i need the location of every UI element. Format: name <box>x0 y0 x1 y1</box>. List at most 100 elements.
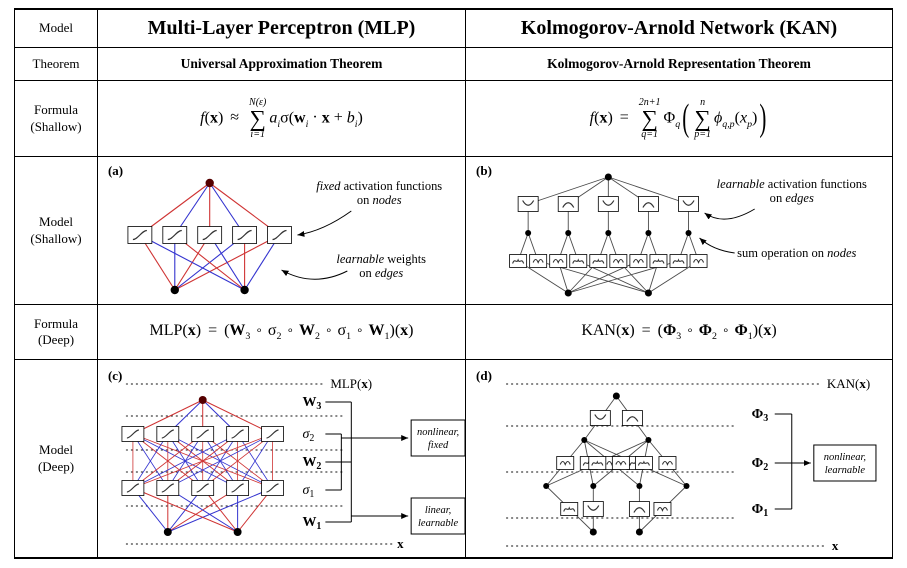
big-paren: ( <box>682 96 690 140</box>
mlp-title-text: Multi-Layer Perceptron (MLP) <box>147 17 416 39</box>
arrow-to-nodes <box>297 210 352 237</box>
math-token: W <box>229 321 246 339</box>
math-token: Φ <box>663 321 677 339</box>
math-token: f <box>589 109 595 127</box>
math-token: w <box>294 109 306 127</box>
math-sub: 2 <box>712 331 717 343</box>
math-token: x <box>400 321 409 339</box>
math-token: ( <box>182 321 188 339</box>
kan-input-label: x <box>832 538 839 553</box>
math-token: ∘ <box>286 322 294 337</box>
math-token: ∘ <box>721 322 730 337</box>
math-token: f <box>200 109 205 127</box>
mlp-shallow-formula: f(x) ≈ N(ε) ∑ i=1 aiσ(wi · x + bi) <box>200 97 363 141</box>
kan-deep-formula-cell: KAN(x) = (Φ3 ∘ Φ2 ∘ Φ1)(x) <box>466 305 892 360</box>
math-sub: 3 <box>245 331 251 343</box>
math-sub: q <box>675 118 681 130</box>
row-label-model-deep: Model (Deep) <box>15 360 98 557</box>
mlp-shallow-network <box>127 178 293 295</box>
layer-label-Phi1: Φ1 <box>752 502 769 519</box>
mlp-deep-formula: MLP(x) = (W3 ∘ σ2 ∘ W2 ∘ σ1 ∘ W1)(x) <box>150 322 414 342</box>
math-sub: p <box>747 118 753 130</box>
annotation-fixed-activation: fixed activation functions <box>316 179 442 193</box>
annotation-on-edges: on edges <box>359 266 403 280</box>
arrow-to-edges <box>281 269 348 280</box>
row-label-formula-deep: Formula (Deep) <box>15 305 98 360</box>
math-token: x <box>187 321 196 339</box>
math-sub: i <box>305 118 309 130</box>
math-token: σ <box>280 109 289 127</box>
mlp-output-label: MLP(x) <box>330 376 372 391</box>
row-label-line1: Formula <box>33 315 79 331</box>
row-label-line2: (Shallow) <box>30 230 82 246</box>
kan-title: Kolmogorov-Arnold Network (KAN) <box>466 10 892 48</box>
math-token: ∘ <box>324 322 333 337</box>
math-sub: q,p <box>722 118 735 130</box>
svg-text:nonlinear,: nonlinear, <box>417 427 459 438</box>
sum-lower-limit: i=1 <box>250 129 265 141</box>
math-token: ≈ <box>230 109 240 127</box>
math-token: MLP <box>149 321 183 339</box>
kan-deep-formula: KAN(x) = (Φ3 ∘ Φ2 ∘ Φ1)(x) <box>581 322 776 342</box>
diagram-b-tag: (b) <box>476 163 492 178</box>
annotation-on-edges: on edges <box>770 191 814 205</box>
sum-symbol: ∑ <box>694 105 711 131</box>
sum-upper-limit: N(ε) <box>249 96 267 108</box>
sum-operator: N(ε) ∑ i=1 <box>249 97 266 141</box>
math-token: ) <box>607 109 613 127</box>
row-label-theorem: Theorem <box>15 48 98 81</box>
svg-text:fixed: fixed <box>428 440 449 451</box>
layer-label-Phi3: Φ3 <box>752 407 769 424</box>
math-token: b <box>346 109 355 127</box>
math-token: W <box>368 321 385 339</box>
sum-symbol: ∑ <box>641 105 658 131</box>
annotation-on-nodes: on nodes <box>357 193 402 207</box>
math-token: x <box>763 321 772 339</box>
math-token: x <box>739 109 748 127</box>
math-sub: 3 <box>676 331 682 343</box>
svg-text:learnable: learnable <box>418 518 458 529</box>
diagram-d-tag: (d) <box>476 368 492 383</box>
math-token: ( <box>758 321 764 339</box>
row-label-model-shallow: Model (Shallow) <box>15 157 98 305</box>
kan-shallow-diagram: (b) learnable activation functions on ed… <box>476 163 867 297</box>
sum-lower-limit: p=1 <box>694 129 711 141</box>
arrow-to-sum-nodes <box>699 237 735 254</box>
kan-theorem-text: Kolmogorov-Arnold Representation Theorem <box>547 56 811 71</box>
math-token: KAN <box>581 321 616 339</box>
mlp-shallow-formula-cell: f(x) ≈ N(ε) ∑ i=1 aiσ(wi · x + bi) <box>98 81 466 157</box>
layer-label-sigma1: σ1 <box>302 483 314 500</box>
layer-label-sigma2: σ2 <box>302 427 314 444</box>
mlp-input-label: x <box>397 536 404 551</box>
mlp-deep-diagram: (c) MLP(x) x W3 σ2 W2 σ1 W1 <box>108 368 465 551</box>
math-sub: 2 <box>314 331 320 343</box>
layer-separators <box>125 383 393 545</box>
layer-label-W2: W2 <box>302 455 321 472</box>
math-sub: 1 <box>384 331 390 343</box>
diagram-a-tag: (a) <box>108 163 123 178</box>
math-token: Φ <box>734 321 748 339</box>
mlp-deep-formula-cell: MLP(x) = (W3 ∘ σ2 ∘ W2 ∘ σ1 ∘ W1)(x) <box>98 305 466 360</box>
math-token: x <box>209 109 218 127</box>
math-sub: 1 <box>346 331 352 343</box>
math-sub: 1 <box>747 331 753 343</box>
kan-shallow-formula: f(x) = 2n+1 ∑ q=1 Φq(n ∑ p=1 ϕq,p(xp)) <box>589 96 769 141</box>
svg-text:learnable: learnable <box>825 465 866 476</box>
row-label-line2: (Shallow) <box>30 118 82 134</box>
kan-shallow-network <box>509 173 708 297</box>
kan-shallow-formula-cell: f(x) = 2n+1 ∑ q=1 Φq(n ∑ p=1 ϕq,p(xp)) <box>466 81 892 157</box>
sum-operator: 2n+1 ∑ q=1 <box>639 97 661 141</box>
row-label-line1: Formula <box>33 102 79 118</box>
math-token: ϕ <box>713 109 723 127</box>
weight-bracket <box>325 401 409 523</box>
kan-output-label: KAN(x) <box>827 376 870 391</box>
math-token: ) <box>752 109 758 127</box>
mlp-deep-network <box>121 396 285 536</box>
mlp-shallow-diagram: (a) fixed activation functions on nodes … <box>108 163 442 295</box>
nonlinear-fixed-box: nonlinear, fixed <box>410 419 465 457</box>
mlp-deep-diagram-cell: (c) MLP(x) x W3 σ2 W2 σ1 W1 <box>98 360 466 557</box>
layer-label-W3: W3 <box>302 395 321 412</box>
nonlinear-learnable-box: nonlinear, learnable <box>813 444 877 482</box>
math-token: a <box>269 109 278 127</box>
math-token: ( <box>204 109 210 127</box>
